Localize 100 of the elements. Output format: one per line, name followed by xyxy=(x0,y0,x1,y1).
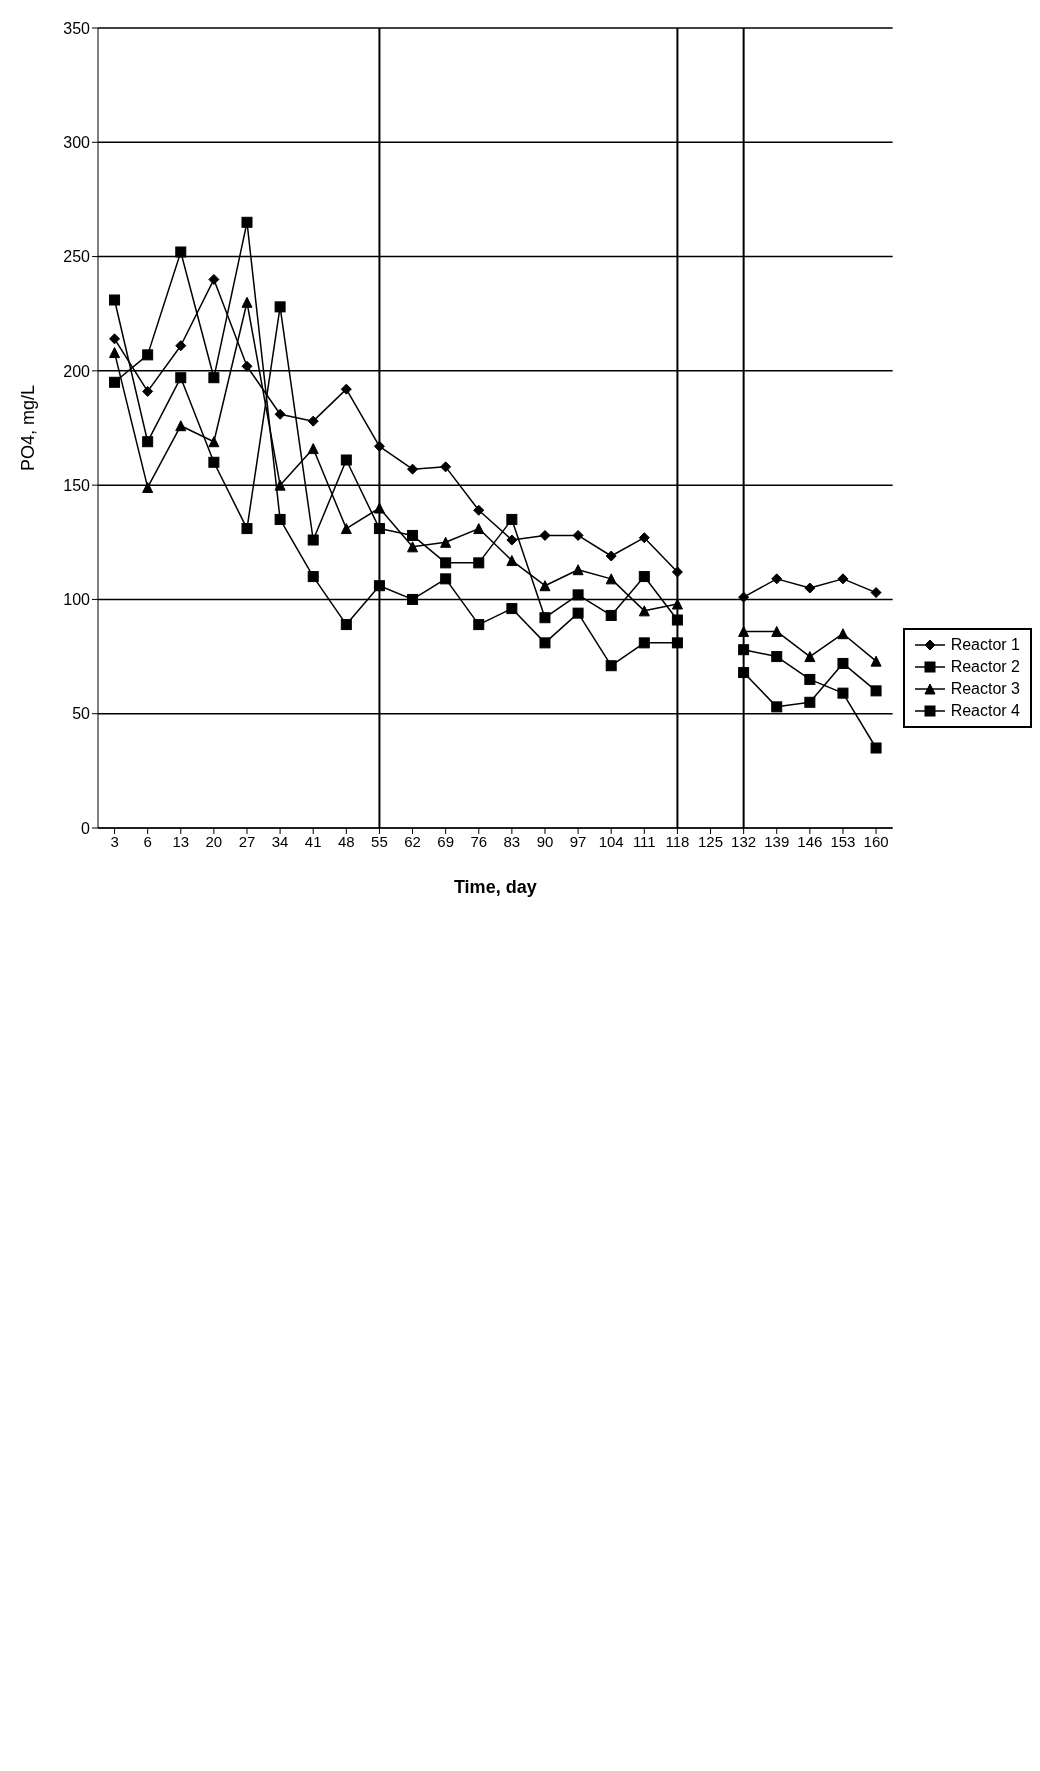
x-tick-label: 48 xyxy=(337,832,355,850)
point xyxy=(473,557,485,569)
x-tick-label: 13 xyxy=(172,832,190,850)
x-tick-label: 118 xyxy=(665,832,690,850)
point xyxy=(109,294,121,306)
point xyxy=(142,436,154,448)
point xyxy=(175,340,187,352)
point xyxy=(506,513,518,525)
x-tick-label: 146 xyxy=(797,832,823,850)
point xyxy=(473,523,485,535)
point xyxy=(671,637,683,649)
point xyxy=(605,573,617,585)
point xyxy=(440,573,452,585)
point xyxy=(241,360,253,372)
point xyxy=(440,536,452,548)
point xyxy=(274,479,286,491)
x-tick-label: 62 xyxy=(404,832,421,850)
x-tick-label: 104 xyxy=(598,832,624,850)
point xyxy=(274,513,286,525)
point xyxy=(771,651,783,663)
point xyxy=(870,685,882,697)
x-tick-label: 97 xyxy=(569,832,587,850)
x-tick-label: 139 xyxy=(764,832,790,850)
legend-label: Reactor 1 xyxy=(950,636,1020,654)
point xyxy=(506,534,518,546)
point xyxy=(506,555,518,567)
point xyxy=(837,628,849,640)
x-tick-label: 153 xyxy=(830,832,856,850)
point xyxy=(870,655,882,667)
point xyxy=(340,383,352,395)
point xyxy=(175,372,187,384)
point xyxy=(440,461,452,473)
x-tick-label: 90 xyxy=(536,832,554,850)
point xyxy=(771,573,783,585)
point xyxy=(738,644,750,656)
point xyxy=(407,593,419,605)
point xyxy=(407,463,419,475)
point xyxy=(804,673,816,685)
point xyxy=(307,415,319,427)
y-tick-label: 200 xyxy=(63,362,91,380)
legend-label: Reactor 4 xyxy=(950,702,1020,720)
point xyxy=(274,301,286,313)
x-tick-label: 132 xyxy=(731,832,757,850)
y-tick-label: 50 xyxy=(72,705,91,723)
point xyxy=(208,436,220,448)
legend-label: Reactor 3 xyxy=(950,680,1020,698)
x-tick-label: 69 xyxy=(437,832,454,850)
point xyxy=(340,523,352,535)
point xyxy=(407,541,419,553)
point xyxy=(771,625,783,637)
point xyxy=(241,523,253,535)
point xyxy=(870,587,882,599)
point xyxy=(837,573,849,585)
point xyxy=(274,408,286,420)
point xyxy=(142,385,154,397)
x-tick-label: 41 xyxy=(304,832,322,850)
point xyxy=(539,580,551,592)
y-tick-label: 0 xyxy=(81,819,91,837)
point xyxy=(738,625,750,637)
point xyxy=(572,564,584,576)
x-tick-label: 34 xyxy=(271,832,289,850)
point xyxy=(870,742,882,754)
point xyxy=(373,440,385,452)
point xyxy=(539,612,551,624)
y-tick-label: 250 xyxy=(63,248,91,266)
point xyxy=(373,523,385,535)
point xyxy=(109,347,121,359)
point xyxy=(804,651,816,663)
x-tick-label: 125 xyxy=(698,832,724,850)
y-axis-title: PO4, mg/L xyxy=(18,384,39,472)
y-tick-label: 150 xyxy=(63,476,91,494)
point xyxy=(473,619,485,631)
point xyxy=(373,580,385,592)
point xyxy=(340,454,352,466)
point xyxy=(440,557,452,569)
point xyxy=(373,502,385,514)
point xyxy=(572,607,584,619)
x-tick-label: 27 xyxy=(238,832,256,850)
y-tick-label: 300 xyxy=(63,133,91,151)
y-tick-label: 100 xyxy=(63,591,91,609)
point xyxy=(109,333,121,345)
x-tick-label: 160 xyxy=(863,832,889,850)
point xyxy=(638,637,650,649)
point xyxy=(804,696,816,708)
point xyxy=(539,529,551,541)
point xyxy=(473,504,485,516)
point xyxy=(605,609,617,621)
point xyxy=(738,667,750,679)
point xyxy=(539,637,551,649)
point xyxy=(340,619,352,631)
point xyxy=(605,550,617,562)
x-tick-label: 76 xyxy=(470,832,488,850)
x-axis-title: Time, day xyxy=(453,877,537,897)
point xyxy=(638,605,650,617)
x-tick-label: 111 xyxy=(632,832,656,850)
point xyxy=(142,349,154,361)
point xyxy=(307,571,319,583)
point xyxy=(837,657,849,669)
point xyxy=(241,216,253,228)
point xyxy=(208,372,220,384)
